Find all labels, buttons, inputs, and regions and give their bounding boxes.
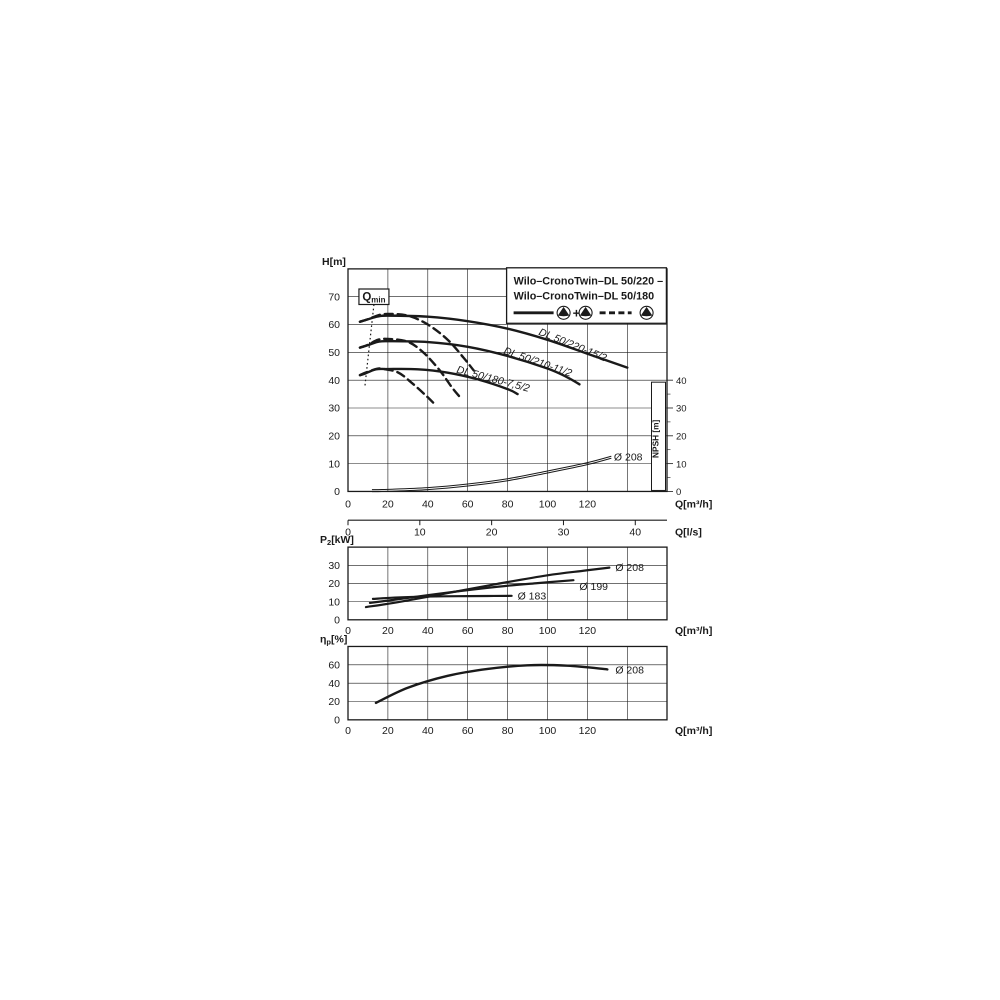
svg-text:40: 40 [676,376,687,387]
svg-text:20: 20 [328,578,340,590]
svg-text:ηp[%]: ηp[%] [320,633,347,646]
svg-text:120: 120 [579,725,597,737]
svg-text:0: 0 [334,615,340,627]
svg-text:20: 20 [486,526,498,538]
svg-text:20: 20 [382,725,394,737]
svg-text:30: 30 [676,404,687,415]
svg-text:Q[m³/h]: Q[m³/h] [675,725,712,737]
svg-text:60: 60 [328,660,340,672]
svg-text:120: 120 [579,625,597,637]
svg-text:Ø 208: Ø 208 [615,664,644,676]
svg-text:20: 20 [328,431,340,443]
svg-text:20: 20 [676,432,687,443]
svg-text:Ø 183: Ø 183 [518,590,547,602]
svg-text:120: 120 [579,499,597,511]
svg-text:Ø 199: Ø 199 [579,581,608,593]
svg-text:NPSH [m]: NPSH [m] [651,419,661,457]
svg-text:0: 0 [345,499,351,511]
svg-text:0: 0 [334,486,340,498]
svg-text:Q[m³/h]: Q[m³/h] [675,625,712,637]
svg-text:30: 30 [328,560,340,572]
svg-text:P2[kW]: P2[kW] [320,534,354,547]
svg-text:Ø 208: Ø 208 [615,562,644,574]
svg-text:10: 10 [328,458,340,470]
svg-text:10: 10 [676,459,687,470]
svg-text:20: 20 [328,696,340,708]
svg-text:60: 60 [462,499,474,511]
svg-text:Wilo–CronoTwin–DL 50/220 –: Wilo–CronoTwin–DL 50/220 – [514,275,664,287]
svg-text:20: 20 [382,499,394,511]
svg-text:Q[m³/h]: Q[m³/h] [675,499,712,511]
svg-text:60: 60 [328,319,340,331]
svg-text:0: 0 [334,715,340,727]
svg-text:40: 40 [328,678,340,690]
svg-text:0: 0 [345,725,351,737]
svg-text:100: 100 [539,725,557,737]
svg-text:30: 30 [328,403,340,415]
svg-text:Wilo–CronoTwin–DL 50/180: Wilo–CronoTwin–DL 50/180 [514,290,655,302]
svg-text:60: 60 [462,725,474,737]
svg-text:40: 40 [629,526,641,538]
svg-text:100: 100 [539,499,557,511]
svg-text:100: 100 [539,625,557,637]
svg-text:80: 80 [502,499,514,511]
svg-text:30: 30 [558,526,570,538]
svg-text:70: 70 [328,291,340,303]
svg-text:80: 80 [502,725,514,737]
svg-text:40: 40 [328,375,340,387]
svg-text:Q[l/s]: Q[l/s] [675,526,702,538]
svg-text:20: 20 [382,625,394,637]
svg-text:40: 40 [422,725,434,737]
svg-text:10: 10 [328,596,340,608]
svg-text:H[m]: H[m] [322,256,346,268]
svg-text:60: 60 [462,625,474,637]
svg-text:Ø 208: Ø 208 [614,452,643,464]
svg-text:40: 40 [422,499,434,511]
svg-text:10: 10 [414,526,426,538]
svg-text:80: 80 [502,625,514,637]
svg-text:0: 0 [676,487,681,498]
svg-text:40: 40 [422,625,434,637]
svg-text:50: 50 [328,347,340,359]
